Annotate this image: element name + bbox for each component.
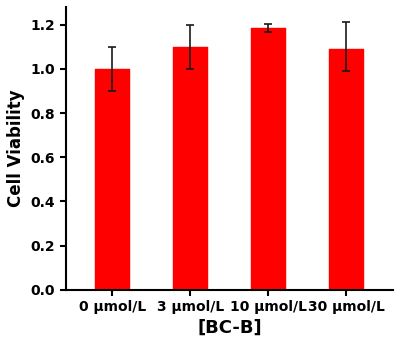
- Bar: [95, 69, 130, 290]
- Y-axis label: Cell Viability: Cell Viability: [7, 89, 25, 207]
- Bar: [173, 47, 208, 290]
- X-axis label: [BC-B]: [BC-B]: [197, 319, 262, 337]
- Bar: [251, 28, 286, 290]
- Bar: [329, 49, 364, 290]
